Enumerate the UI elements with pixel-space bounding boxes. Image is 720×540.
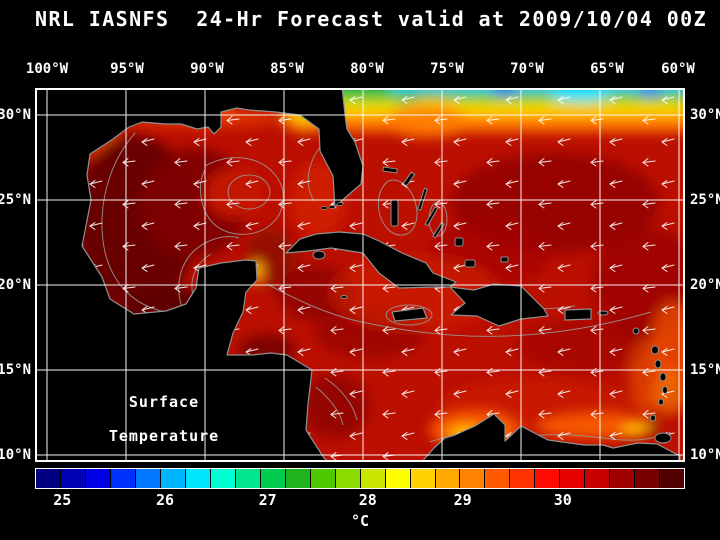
map-caption-line1: Surface [128,393,200,411]
lat-label-left: 15°N [0,362,31,378]
colorbar-cell [585,469,610,488]
florida-keys [320,202,344,210]
lon-label: 70°W [510,61,544,77]
lat-label-left: 20°N [0,277,31,293]
lat-label-right: 30°N [690,107,720,123]
sst-map-panel: Surface Temperature [35,88,685,462]
colorbar-cell [485,469,510,488]
lon-label: 60°W [661,61,695,77]
land-puerto-rico [564,308,592,321]
colorbar-tick: 29 [453,491,472,509]
lon-label: 65°W [590,61,624,77]
colorbar-cell [160,469,185,488]
colorbar-cell [185,469,210,488]
lon-label: 85°W [270,61,304,77]
colorbar-cell [235,469,260,488]
land-north-central-america [35,88,364,462]
land-jamaica [391,307,428,322]
colorbar-cell [60,469,85,488]
lon-label: 100°W [25,61,69,77]
colorbar-cell [660,469,685,488]
graticule [35,88,685,462]
colorbar-cell [335,469,360,488]
lat-label-left: 10°N [0,447,31,463]
colorbar-cell [535,469,560,488]
lat-label-left: 30°N [0,107,31,123]
land-cuba [285,231,457,289]
colorbar-cell [560,469,585,488]
colorbar [35,468,685,489]
colorbar-cell [85,469,110,488]
colorbar-tick: 26 [155,491,175,509]
lat-label-right: 15°N [690,362,720,378]
colorbar-cell [435,469,460,488]
colorbar-cell [110,469,135,488]
colorbar-cell [285,469,310,488]
colorbar-cell [260,469,285,488]
lat-label-right: 25°N [690,192,720,208]
map-caption-line2: Temperature [108,427,220,445]
colorbar-cell [410,469,435,488]
colorbar-cell [635,469,660,488]
map-border [35,88,685,462]
colorbar-tick: 28 [358,491,377,509]
lon-label: 75°W [430,61,464,77]
colorbar-unit: °C [350,512,370,530]
colorbar-cell [310,469,335,488]
lat-label-right: 10°N [690,447,720,463]
page-title: NRL IASNFS 24-Hr Forecast valid at 2009/… [35,7,708,31]
colorbar-cell [510,469,535,488]
colorbar-tick-labels: 25 26 27 28 29 30 [35,491,685,509]
colorbar-cell [385,469,410,488]
lon-label: 90°W [190,61,224,77]
colorbar-tick: 25 [53,491,72,509]
lon-label: 95°W [110,61,144,77]
lon-label: 80°W [350,61,384,77]
colorbar-cell [210,469,235,488]
colorbar-tick: 27 [258,491,277,509]
lat-label-left: 25°N [0,192,31,208]
colorbar-cell [135,469,160,488]
colorbar-cell [610,469,635,488]
land-south-america [420,413,681,462]
colorbar-cell [460,469,485,488]
colorbar-cell [360,469,385,488]
sst-field-plot [35,88,685,462]
colorbar-cell [36,469,60,488]
lat-label-right: 20°N [690,277,720,293]
colorbar-cells [36,469,685,488]
colorbar-tick: 30 [553,491,572,509]
